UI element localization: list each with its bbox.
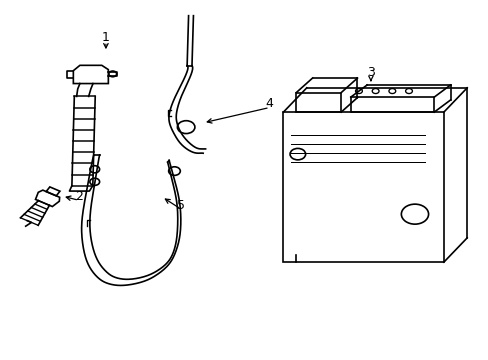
Text: 4: 4 [265,97,273,110]
Text: 2: 2 [75,190,83,203]
Text: 3: 3 [366,66,374,79]
Text: 1: 1 [102,31,110,44]
Text: 5: 5 [177,198,185,212]
